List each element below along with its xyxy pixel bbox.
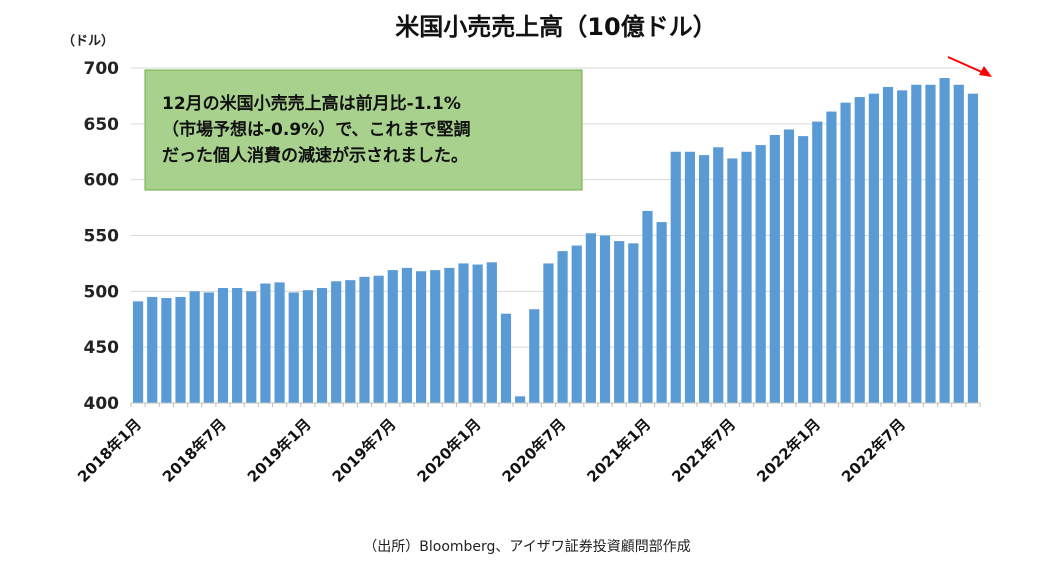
- bar-2019-06: [373, 275, 384, 403]
- bar-2019-08: [401, 267, 413, 403]
- bar-2019-03: [331, 281, 342, 403]
- bar-2022-06: [882, 86, 894, 403]
- bar-2018-07: [217, 287, 229, 403]
- bar-2021-07: [727, 158, 738, 403]
- y-axis: 400 450 500 550 600 650 700: [84, 59, 120, 414]
- bar-2019-04: [345, 280, 356, 403]
- bar-2018-01: [132, 301, 144, 403]
- x-tick-label: 2020年7月: [499, 415, 570, 486]
- bar-2022-09: [925, 84, 936, 403]
- bars: [132, 78, 979, 404]
- bar-2018-10: [260, 283, 271, 403]
- bar-2020-07: [557, 251, 568, 403]
- x-tick-label: 2019年1月: [244, 415, 315, 486]
- bar-2021-11: [783, 129, 795, 404]
- bar-2022-05: [868, 93, 879, 404]
- bar-2021-10: [769, 135, 780, 403]
- y-tick-label: 450: [84, 338, 120, 358]
- bar-2020-04: [515, 396, 526, 403]
- bar-2018-02: [147, 296, 158, 403]
- bar-2018-11: [274, 282, 285, 403]
- source-note: （出所）Bloomberg、アイザワ証券投資顧問部作成: [363, 539, 690, 555]
- trend-arrow-icon: [947, 56, 992, 77]
- y-tick-label: 650: [84, 115, 120, 135]
- bar-2020-12: [628, 243, 639, 403]
- bar-2018-06: [203, 292, 214, 403]
- bar-2020-01: [472, 264, 483, 403]
- bar-2018-03: [161, 298, 172, 403]
- bar-2018-05: [189, 291, 200, 403]
- bar-2019-07: [387, 270, 398, 403]
- annotation-background: [144, 69, 583, 191]
- bar-2020-10: [599, 235, 611, 403]
- bar-2018-12: [288, 292, 299, 403]
- bar-2021-08: [741, 151, 752, 403]
- y-tick-label: 700: [84, 59, 120, 79]
- x-tick-label: 2018年7月: [159, 415, 230, 486]
- bar-2020-06: [543, 263, 554, 403]
- x-tick-label: 2021年7月: [668, 415, 739, 486]
- bar-2018-08: [232, 287, 243, 403]
- bar-2020-05: [529, 309, 540, 403]
- bar-2022-08: [911, 84, 922, 403]
- bar-2019-05: [359, 276, 370, 403]
- x-tick-label: 2021年1月: [583, 415, 654, 486]
- bar-2021-05: [698, 155, 710, 403]
- x-tick-label: 2019年7月: [329, 415, 400, 486]
- chart-title: 米国小売売上高（10億ドル）: [395, 13, 716, 41]
- bar-2019-10: [430, 270, 441, 403]
- x-axis: 2018年1月 2018年7月 2019年1月 2019年7月 2020年1月 2020年…: [74, 402, 981, 486]
- bar-2018-09: [246, 291, 257, 403]
- x-tick-label: 2018年1月: [74, 415, 145, 486]
- x-tick-label: 2022年7月: [838, 415, 909, 486]
- bar-2021-12: [798, 136, 809, 403]
- bar-2022-10: [939, 78, 950, 404]
- bar-2020-09: [585, 233, 596, 403]
- bar-2020-08: [571, 245, 582, 403]
- bar-2019-02: [316, 287, 328, 403]
- bar-2022-04: [854, 97, 865, 403]
- bar-2018-04: [175, 296, 186, 403]
- bar-2022-11: [953, 84, 964, 403]
- bar-2020-03: [500, 313, 512, 403]
- x-tick-label: 2020年1月: [414, 415, 485, 486]
- bar-2019-12: [458, 263, 469, 403]
- x-tick-label: 2022年1月: [753, 415, 824, 486]
- y-tick-label: 550: [84, 227, 120, 247]
- bar-2020-02: [486, 262, 497, 403]
- y-tick-label: 600: [84, 171, 120, 191]
- y-tick-label: 500: [84, 282, 120, 302]
- bar-2022-07: [897, 90, 908, 403]
- bar-2020-11: [614, 241, 625, 403]
- bar-2019-01: [302, 290, 313, 403]
- annotation-line-1: 12月の米国小売売上高は前月比-1.1%: [162, 93, 461, 114]
- bar-2019-11: [444, 267, 455, 403]
- bar-2021-06: [713, 147, 724, 403]
- bar-2022-01: [812, 121, 823, 403]
- annotation-line-2: （市場予想は-0.9%）で、これまで堅調: [162, 119, 471, 140]
- bar-2021-02: [656, 222, 667, 403]
- annotation-box: 12月の米国小売売上高は前月比-1.1% （市場予想は-0.9%）で、これまで堅…: [144, 69, 583, 191]
- bar-2022-03: [840, 102, 851, 404]
- y-tick-label: 400: [84, 394, 120, 414]
- y-axis-unit: （ドル）: [62, 33, 114, 49]
- bar-2019-09: [415, 271, 427, 403]
- bar-2022-02: [826, 111, 837, 404]
- bar-2021-03: [670, 151, 681, 403]
- bar-2021-01: [642, 210, 653, 403]
- annotation-line-3: だった個人消費の減速が示されました。: [162, 145, 468, 166]
- bar-2021-04: [684, 151, 696, 403]
- bar-2021-09: [755, 145, 766, 404]
- bar-2022-12: [967, 93, 979, 404]
